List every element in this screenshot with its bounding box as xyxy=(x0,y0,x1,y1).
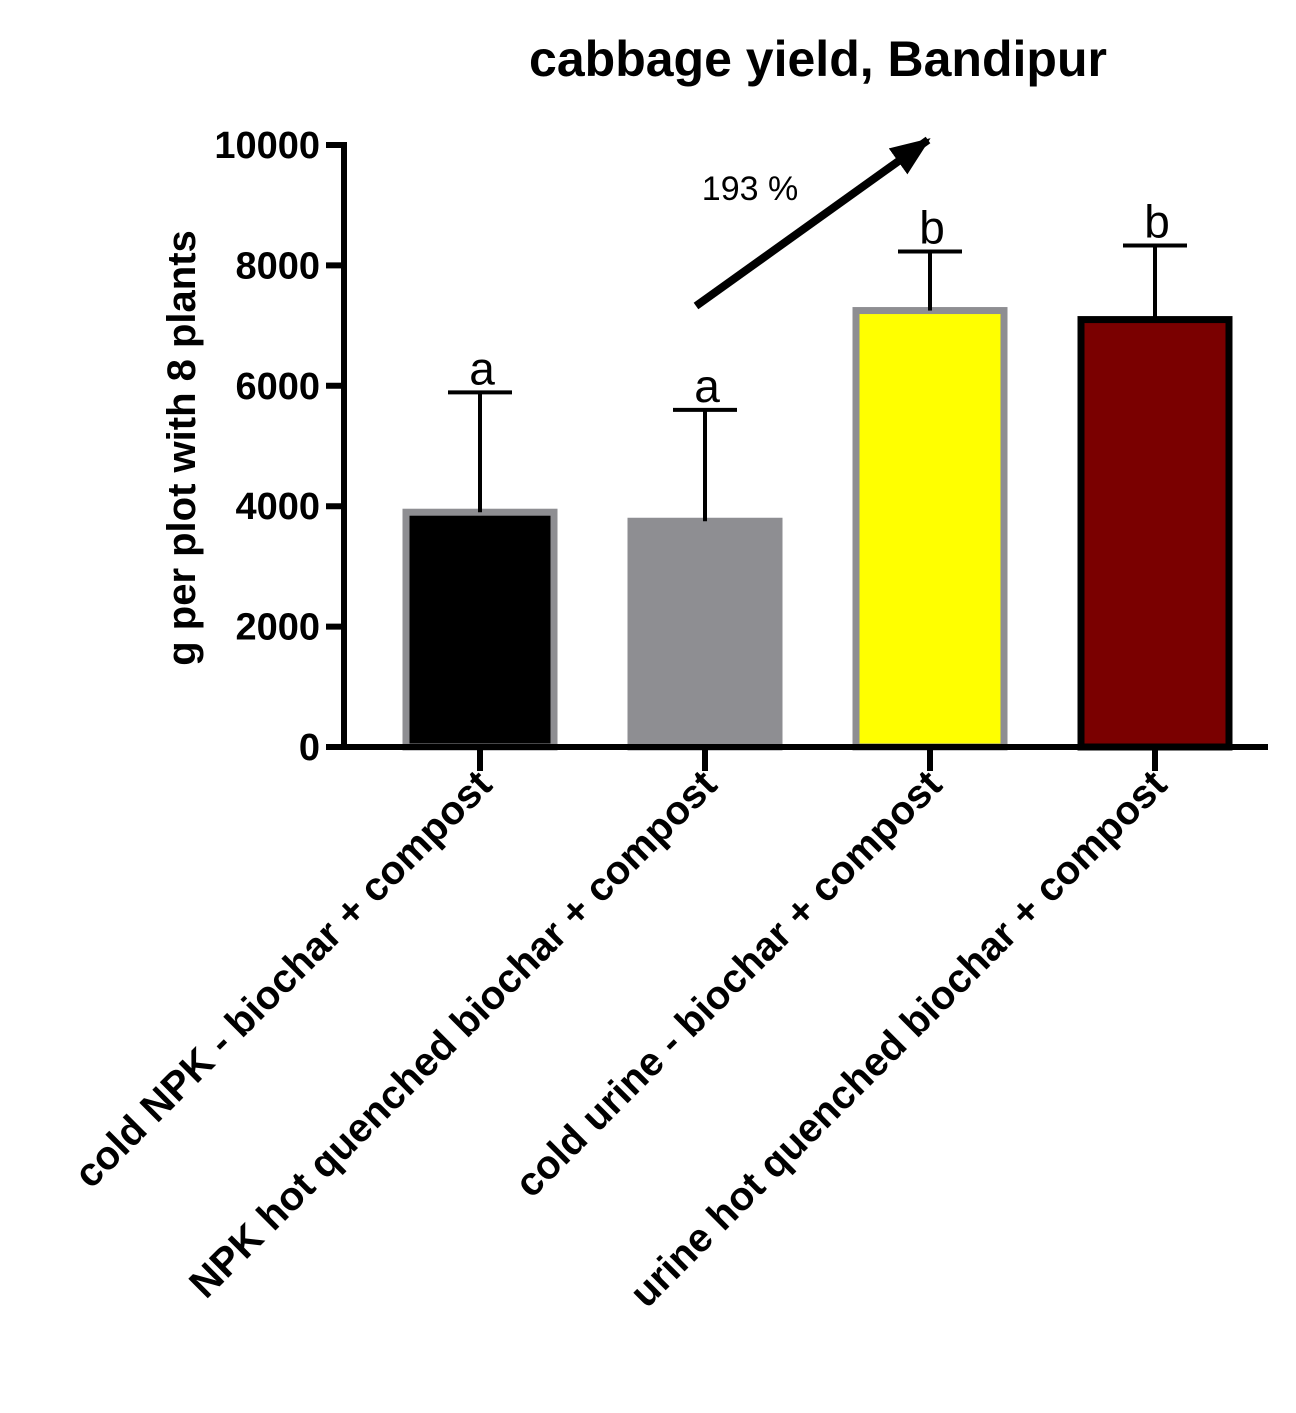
x-tick-label-3: cold urine - biochar + compost xyxy=(507,762,951,1206)
significance-label-4: b xyxy=(1144,196,1170,248)
significance-label-3: b xyxy=(919,202,945,254)
bar-3 xyxy=(852,307,1008,751)
y-tick-label-2: 4000 xyxy=(235,486,320,528)
chart-title: cabbage yield, Bandipur xyxy=(529,31,1107,87)
bar-4 xyxy=(1077,316,1233,751)
x-tick-label-4: urine hot quenched biochar + compost xyxy=(622,762,1176,1316)
y-tick-label-1: 2000 xyxy=(235,607,320,649)
trend-arrow xyxy=(693,136,931,310)
y-tick-label-4: 8000 xyxy=(235,245,320,287)
y-tick-label-3: 6000 xyxy=(235,366,320,408)
y-tick-label-0: 0 xyxy=(299,727,320,769)
significance-label-2: a xyxy=(694,360,720,412)
percent-annotation: 193 % xyxy=(702,170,798,208)
bar-2 xyxy=(627,517,783,751)
significance-label-1: a xyxy=(469,342,495,394)
y-axis-label: g per plot with 8 plants xyxy=(160,230,204,666)
x-tick-label-1: cold NPK - biochar + compost xyxy=(66,762,500,1196)
plot-area: a a b b 0 2000 4000 6000 8000 10000 cold NPK - bio… xyxy=(66,125,1268,1316)
y-tick-label-5: 10000 xyxy=(214,125,320,167)
bar-1 xyxy=(402,508,558,751)
x-tick-label-2: NPK hot quenched biochar + compost xyxy=(181,762,725,1306)
